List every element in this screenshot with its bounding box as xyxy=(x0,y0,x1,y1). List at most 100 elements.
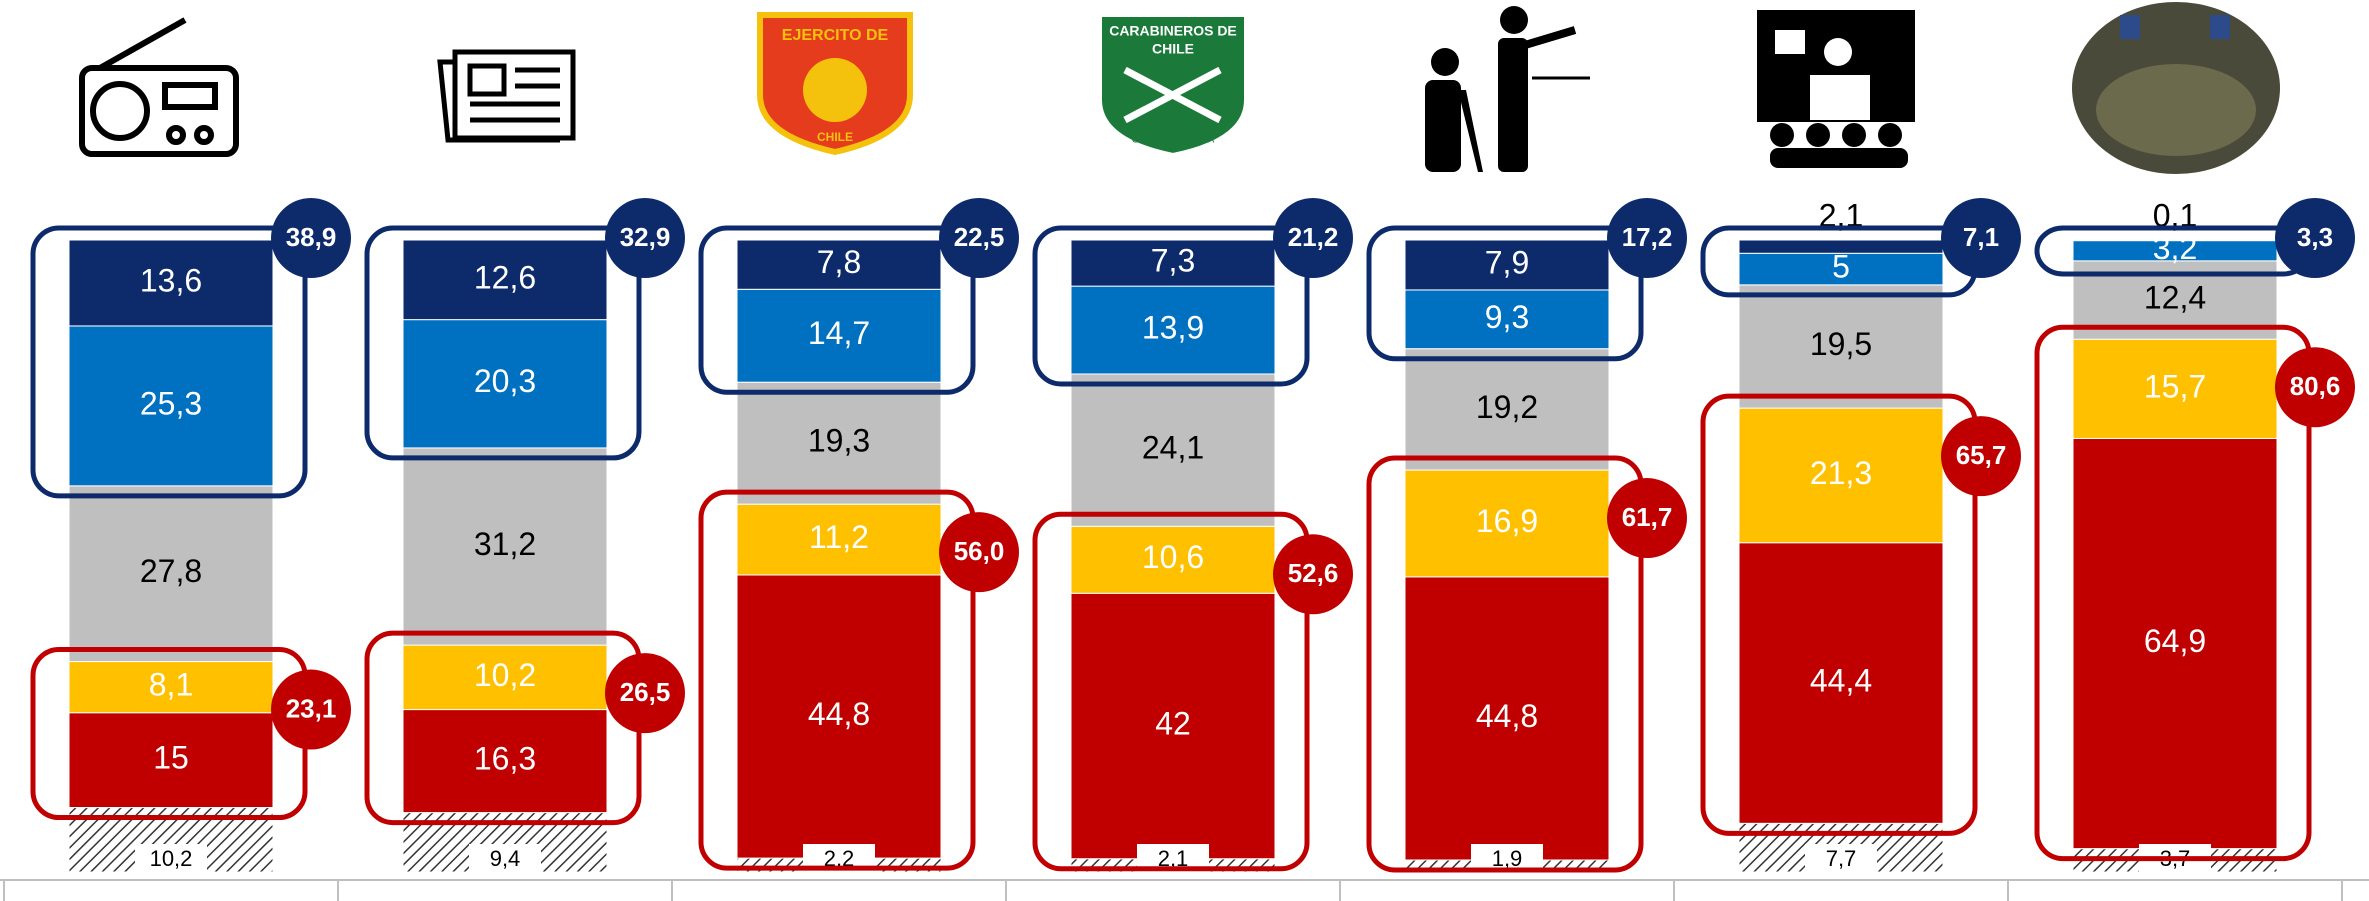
icon-radio xyxy=(79,17,239,157)
bar-segment xyxy=(1404,469,1610,578)
bar-segment xyxy=(1070,592,1276,860)
icon-people xyxy=(1425,6,1590,172)
value-label: 16,3 xyxy=(474,741,536,777)
value-label: 9,3 xyxy=(1485,299,1529,335)
total-label: 17,2 xyxy=(1622,222,1673,252)
total-label: 61,7 xyxy=(1622,502,1673,532)
value-label: 42 xyxy=(1155,705,1191,741)
bar-segment xyxy=(402,319,608,449)
value-label: 7,3 xyxy=(1151,243,1195,279)
group-box xyxy=(1366,455,1644,873)
total-label: 38,9 xyxy=(286,222,337,252)
label-box xyxy=(135,844,207,872)
total-circle xyxy=(1273,534,1353,615)
bar-segment xyxy=(1738,284,1944,409)
bar-segment xyxy=(736,239,942,290)
total-circle xyxy=(605,198,685,278)
bar-segment xyxy=(1738,407,1944,544)
value-label: 3,2 xyxy=(2153,230,2197,266)
x-axis xyxy=(0,879,2369,901)
value-label: 7,9 xyxy=(1485,244,1529,280)
group-box xyxy=(1032,511,1310,872)
value-label: 44,4 xyxy=(1810,662,1872,698)
label-box xyxy=(469,844,541,872)
group-box xyxy=(30,225,308,499)
value-label: 14,7 xyxy=(808,315,870,351)
group-box xyxy=(364,225,642,461)
bar-segment xyxy=(1738,542,1944,824)
icon-text: CARABINEROS DE xyxy=(1109,23,1237,39)
group-box xyxy=(1032,225,1310,387)
total-label: 22,5 xyxy=(954,222,1005,252)
bar-segment xyxy=(402,239,608,321)
value-label: 16,9 xyxy=(1476,503,1538,539)
total-label: 21,2 xyxy=(1288,222,1339,252)
value-label: 9,4 xyxy=(490,846,521,871)
bar-segment xyxy=(1070,373,1276,527)
value-label: 44,8 xyxy=(808,696,870,732)
total-circle xyxy=(939,512,1019,593)
value-label: 20,3 xyxy=(474,363,536,399)
value-label: 7,8 xyxy=(817,244,861,280)
value-label: 7,7 xyxy=(1826,846,1857,871)
value-label: 12,4 xyxy=(2144,279,2206,315)
bar-segment xyxy=(1070,525,1276,594)
total-label: 26,5 xyxy=(620,677,671,707)
value-label: 19,3 xyxy=(808,423,870,459)
value-label: 1,9 xyxy=(1492,846,1523,871)
group-box xyxy=(698,489,976,871)
icon-congress xyxy=(2072,2,2280,174)
value-label: 25,3 xyxy=(140,385,202,421)
total-label: 52,6 xyxy=(1288,558,1339,588)
bar-segment xyxy=(68,325,274,487)
value-label: 10,2 xyxy=(150,846,193,871)
icon-army: EJERCITO DE CHILE xyxy=(757,12,913,156)
bar-segment xyxy=(1404,239,1610,291)
bar-segment xyxy=(402,644,608,711)
icon-assembly xyxy=(1757,10,1915,168)
bar-segment xyxy=(1404,348,1610,471)
total-circle xyxy=(271,669,351,750)
value-label: 27,8 xyxy=(140,553,202,589)
icon-text: EJERCITO DE xyxy=(782,27,889,44)
icon-police: CARABINEROS DE CHILE ORDEN Y PATRIA xyxy=(1098,13,1248,158)
total-circle xyxy=(1941,416,2021,497)
value-label: 5 xyxy=(1832,249,1850,285)
icon-newspaper xyxy=(437,49,576,143)
value-label: 21,3 xyxy=(1810,455,1872,491)
label-box xyxy=(1805,844,1877,872)
total-circle xyxy=(605,653,685,734)
total-label: 23,1 xyxy=(286,693,337,723)
total-circle xyxy=(2275,347,2355,428)
total-label: 80,6 xyxy=(2290,371,2341,401)
total-label: 32,9 xyxy=(620,222,671,252)
total-circle xyxy=(1941,198,2021,278)
value-label: 13,9 xyxy=(1142,310,1204,346)
total-circle xyxy=(271,198,351,278)
icon-text: CHILE xyxy=(1152,41,1194,57)
bar-segment xyxy=(1404,289,1610,350)
value-label: 15,7 xyxy=(2144,368,2206,404)
bar-segment xyxy=(402,709,608,814)
total-label: 3,3 xyxy=(2297,222,2333,252)
icon-text: ORDEN Y PATRIA xyxy=(1132,135,1215,146)
value-label: 12,6 xyxy=(474,259,536,295)
bar-segment xyxy=(1070,239,1276,287)
bar-segment xyxy=(68,661,274,714)
value-label: 10,6 xyxy=(1142,539,1204,575)
group-box xyxy=(1366,225,1644,362)
total-label: 56,0 xyxy=(954,536,1005,566)
bar-segment xyxy=(736,574,942,859)
group-box xyxy=(1700,393,1978,836)
total-circle xyxy=(1607,198,1687,278)
total-label: 65,7 xyxy=(1956,440,2007,470)
value-label: 64,9 xyxy=(2144,623,2206,659)
bar-segment xyxy=(402,447,608,646)
total-circle xyxy=(1607,478,1687,559)
bar-segment xyxy=(736,288,942,383)
value-label: 15 xyxy=(153,740,189,776)
group-box xyxy=(698,225,976,395)
total-circle xyxy=(1273,198,1353,278)
value-label: 19,5 xyxy=(1810,326,1872,362)
